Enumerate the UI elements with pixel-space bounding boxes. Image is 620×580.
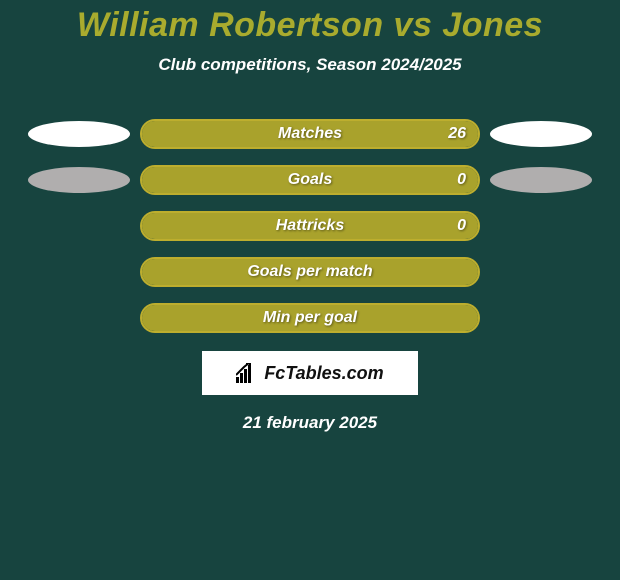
player-right-ellipse — [490, 167, 592, 193]
player-left-ellipse — [28, 167, 130, 193]
stat-bar: Matches 26 — [140, 119, 480, 149]
stat-label: Goals — [288, 171, 332, 189]
brand-text: FcTables.com — [264, 363, 383, 384]
stat-row: Matches 26 — [20, 119, 600, 149]
stat-label: Min per goal — [263, 309, 357, 327]
subtitle: Club competitions, Season 2024/2025 — [0, 55, 620, 75]
page-title: William Robertson vs Jones — [0, 0, 620, 45]
chart-bar-icon — [236, 363, 258, 383]
stat-label: Hattricks — [276, 217, 344, 235]
stat-bar: Goals per match — [140, 257, 480, 287]
stat-label: Goals per match — [247, 263, 372, 281]
stats-card: William Robertson vs Jones Club competit… — [0, 0, 620, 580]
stat-bar: Goals 0 — [140, 165, 480, 195]
stat-value: 0 — [457, 217, 466, 235]
stats-container: Matches 26 Goals 0 Hattricks 0 Goals per match… — [0, 119, 620, 333]
stat-row: Goals 0 — [20, 165, 600, 195]
date-label: 21 february 2025 — [0, 413, 620, 433]
brand-badge: FcTables.com — [202, 351, 418, 395]
stat-bar: Min per goal — [140, 303, 480, 333]
stat-row: Goals per match — [20, 257, 600, 287]
stat-value: 26 — [448, 125, 466, 143]
stat-row: Min per goal — [20, 303, 600, 333]
stat-row: Hattricks 0 — [20, 211, 600, 241]
player-right-ellipse — [490, 121, 592, 147]
stat-value: 0 — [457, 171, 466, 189]
player-left-ellipse — [28, 121, 130, 147]
stat-bar: Hattricks 0 — [140, 211, 480, 241]
stat-label: Matches — [278, 125, 342, 143]
